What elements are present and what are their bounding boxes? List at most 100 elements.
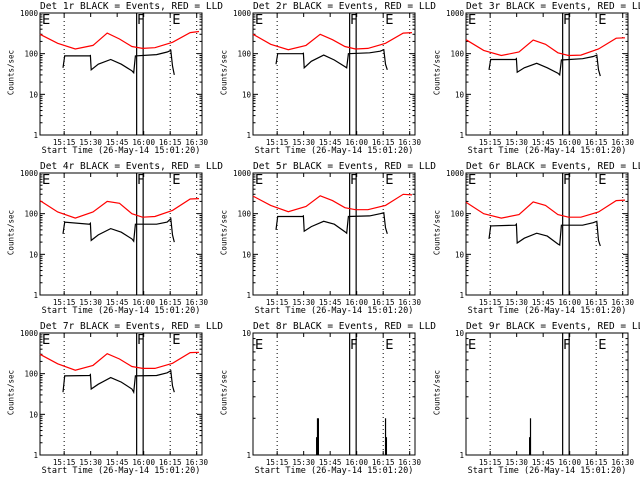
x-axis-title: Start Time (26-May-14 15:01:20) — [254, 146, 414, 156]
x-tick-label: 16:15 — [585, 138, 608, 147]
detector-panel-6r: Det 6r BLACK = Events, RED = LLD Start Ti… — [426, 160, 640, 320]
x-tick-label: 16:15 — [159, 298, 182, 307]
y-tick-label: 1 — [33, 451, 38, 460]
y-tick-label: 10 — [455, 329, 465, 338]
marker-label-e: E — [598, 173, 606, 188]
x-tick-label: 15:15 — [53, 458, 76, 467]
series-lld — [39, 351, 200, 371]
marker-label-e: E — [385, 173, 393, 188]
series-events — [488, 220, 601, 247]
plot-svg: E F E 1 10 100 1000 15:15 15:30 15:45 16:00 16:15 16… — [20, 169, 209, 307]
marker-label-e: E — [42, 333, 50, 348]
x-tick-label: 16:00 — [558, 138, 581, 147]
x-tick-label: 15:45 — [532, 458, 555, 467]
x-tick-label: 15:45 — [106, 458, 129, 467]
x-axis-title: Start Time (26-May-14 15:01:20) — [467, 466, 627, 476]
series-lld — [39, 30, 200, 50]
x-tick-label: 16:00 — [132, 138, 155, 147]
x-axis-title: Start Time (26-May-14 15:01:20) — [41, 466, 201, 476]
y-tick-label: 100 — [24, 50, 38, 59]
y-tick-label: 1 — [459, 291, 464, 300]
y-tick-label: 1 — [246, 451, 251, 460]
x-tick-label: 16:30 — [185, 138, 208, 147]
plot-frame — [39, 332, 203, 456]
x-axis-title: Start Time (26-May-14 15:01:20) — [41, 146, 201, 156]
marker-label-e: E — [385, 338, 393, 353]
marker-label-f: F — [350, 13, 357, 28]
x-axis-title: Start Time (26-May-14 15:01:20) — [254, 306, 414, 316]
x-tick-label: 16:15 — [159, 458, 182, 467]
y-tick-label: 1 — [459, 131, 464, 140]
y-tick-label: 10 — [455, 250, 465, 259]
marker-label-f: F — [350, 338, 357, 353]
detector-panel-9r: Det 9r BLACK = Events, RED = LLD Start Ti… — [426, 320, 640, 480]
detector-panel-7r: Det 7r BLACK = Events, RED = LLD Start Ti… — [0, 320, 224, 480]
marker-label-e: E — [385, 13, 393, 28]
marker-label-f: F — [563, 173, 570, 188]
x-tick-label: 15:30 — [505, 298, 528, 307]
x-tick-label: 16:15 — [159, 138, 182, 147]
plot-svg: E F E 1 10 15:15 15:30 15:45 16:00 16:15 16:30 — [242, 329, 422, 467]
plot-frame — [39, 172, 203, 296]
x-tick-label: 15:30 — [79, 458, 102, 467]
marker-label-f: F — [137, 173, 144, 188]
chart-title: Det 4r BLACK = Events, RED = LLD — [40, 161, 224, 172]
chart-title: Det 3r BLACK = Events, RED = LLD — [466, 1, 640, 12]
x-tick-label: 16:30 — [611, 138, 634, 147]
plot-frame — [39, 12, 203, 136]
series-lld — [252, 32, 413, 51]
plot-svg: E F E 1 10 100 1000 15:15 15:30 15:45 16:00 16:15 16… — [20, 9, 209, 147]
chart-title: Det 2r BLACK = Events, RED = LLD — [253, 1, 437, 12]
marker-label-e: E — [42, 13, 50, 28]
marker-label-f: F — [350, 173, 357, 188]
plot-svg: E F E 1 10 100 1000 15:15 15:30 15:45 16:00 16:15 16… — [446, 169, 635, 307]
plot-frame — [252, 12, 416, 136]
y-tick-label: 100 — [24, 210, 38, 219]
x-tick-label: 15:15 — [266, 138, 289, 147]
detector-panel-8r: Det 8r BLACK = Events, RED = LLD Start Ti… — [213, 320, 437, 480]
x-tick-label: 16:30 — [398, 138, 421, 147]
x-tick-label: 16:30 — [185, 458, 208, 467]
series-events — [62, 49, 175, 76]
detector-panel-3r: Det 3r BLACK = Events, RED = LLD Start Ti… — [426, 0, 640, 160]
plot-frame — [252, 332, 416, 456]
y-tick-label: 1000 — [20, 329, 39, 338]
x-tick-label: 16:00 — [132, 298, 155, 307]
y-tick-label: 1000 — [233, 9, 252, 18]
marker-label-e: E — [468, 13, 476, 28]
x-tick-label: 15:15 — [479, 458, 502, 467]
x-axis-title: Start Time (26-May-14 15:01:20) — [254, 466, 414, 476]
y-tick-label: 100 — [24, 370, 38, 379]
x-axis-title: Start Time (26-May-14 15:01:20) — [467, 146, 627, 156]
marker-label-f: F — [563, 13, 570, 28]
x-tick-label: 15:30 — [505, 138, 528, 147]
y-tick-label: 1000 — [20, 9, 39, 18]
x-tick-label: 16:30 — [398, 458, 421, 467]
y-tick-label: 10 — [29, 90, 39, 99]
plot-svg: E F E 1 10 100 1000 15:15 15:30 15:45 16:00 16:15 16… — [233, 9, 422, 147]
x-tick-label: 15:15 — [266, 458, 289, 467]
x-tick-label: 15:30 — [292, 458, 315, 467]
x-tick-label: 16:00 — [558, 458, 581, 467]
x-tick-label: 16:30 — [398, 298, 421, 307]
y-tick-label: 1 — [246, 131, 251, 140]
y-tick-label: 1000 — [446, 169, 465, 178]
chart-title: Det 6r BLACK = Events, RED = LLD — [466, 161, 640, 172]
x-tick-label: 16:15 — [372, 458, 395, 467]
plot-svg: E F E 1 10 100 1000 15:15 15:30 15:45 16:00 16:15 16… — [446, 9, 635, 147]
x-tick-label: 15:15 — [53, 298, 76, 307]
marker-label-f: F — [137, 333, 144, 348]
plot-frame — [465, 172, 629, 296]
x-tick-label: 15:45 — [319, 138, 342, 147]
y-tick-label: 10 — [29, 410, 39, 419]
x-tick-label: 15:30 — [79, 298, 102, 307]
y-tick-label: 1 — [246, 291, 251, 300]
y-tick-label: 1 — [459, 451, 464, 460]
series-events — [488, 54, 601, 77]
chart-title: Det 8r BLACK = Events, RED = LLD — [253, 321, 437, 332]
series-lld — [465, 199, 626, 219]
y-tick-label: 1000 — [233, 169, 252, 178]
y-tick-label: 1 — [33, 291, 38, 300]
x-tick-label: 16:15 — [585, 298, 608, 307]
x-tick-label: 16:30 — [185, 298, 208, 307]
